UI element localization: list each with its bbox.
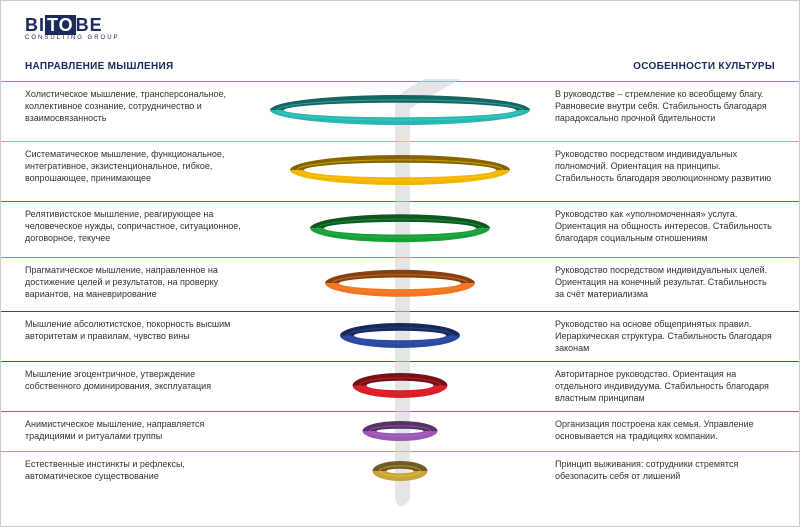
culture-description: Руководство на основе общепринятых прави… xyxy=(555,318,775,357)
logo: BITOBE xyxy=(25,15,103,36)
culture-description: Принцип выживания: сотрудники стремятся … xyxy=(555,458,775,487)
culture-description: Руководство посредством индивидуальных п… xyxy=(555,148,775,197)
thinking-description: Прагматическое мышление, направленное на… xyxy=(25,264,245,307)
level-row: Релятивистское мышление, реагирующее на … xyxy=(1,201,799,257)
logo-part-to: TO xyxy=(45,15,76,35)
culture-description: В руководстве – стремление ко всеобщему … xyxy=(555,88,775,137)
level-row: Анимистическое мышление, направляется тр… xyxy=(1,411,799,451)
thinking-description: Естественные инстинкты и рефлексы, автом… xyxy=(25,458,245,487)
culture-description: Руководство как «уполномоченная» услуга.… xyxy=(555,208,775,253)
column-header-right: ОСОБЕННОСТИ КУЛЬТУРЫ xyxy=(633,61,775,72)
level-row: Естественные инстинкты и рефлексы, автом… xyxy=(1,451,799,491)
culture-description: Авторитарное руководство. Ориентация на … xyxy=(555,368,775,407)
thinking-description: Мышление абсолютистское, покорность высш… xyxy=(25,318,245,357)
thinking-description: Холистическое мышление, трансперсонально… xyxy=(25,88,245,137)
thinking-description: Систематическое мышление, функциональное… xyxy=(25,148,245,197)
content-rows: Холистическое мышление, трансперсонально… xyxy=(1,81,799,516)
thinking-description: Мышление эгоцентричное, утверждение собс… xyxy=(25,368,245,407)
level-row: Систематическое мышление, функциональное… xyxy=(1,141,799,201)
column-header-left: НАПРАВЛЕНИЕ МЫШЛЕНИЯ xyxy=(25,61,173,72)
thinking-description: Анимистическое мышление, направляется тр… xyxy=(25,418,245,447)
level-row: Прагматическое мышление, направленное на… xyxy=(1,257,799,311)
level-row: Холистическое мышление, трансперсонально… xyxy=(1,81,799,141)
culture-description: Организация построена как семья. Управле… xyxy=(555,418,775,447)
logo-part-be: BE xyxy=(76,15,103,35)
logo-subtitle: CONSULTING GROUP xyxy=(25,35,120,41)
thinking-description: Релятивистское мышление, реагирующее на … xyxy=(25,208,245,253)
level-row: Мышление эгоцентричное, утверждение собс… xyxy=(1,361,799,411)
culture-description: Руководство посредством индивидуальных ц… xyxy=(555,264,775,307)
logo-part-bi: BI xyxy=(25,15,45,35)
level-row: Мышление абсолютистское, покорность высш… xyxy=(1,311,799,361)
